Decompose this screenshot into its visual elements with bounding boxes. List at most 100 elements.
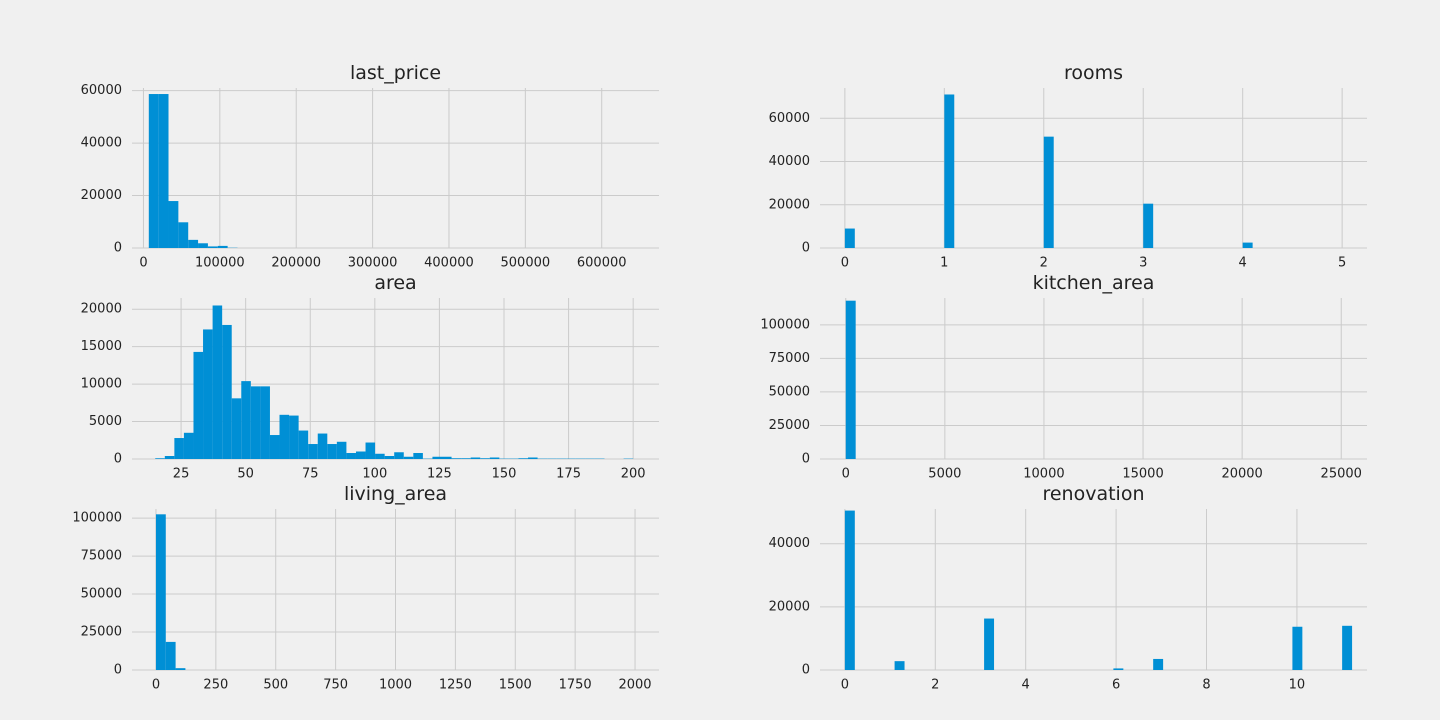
- histogram-bar: [403, 456, 414, 459]
- y-tick-label: 40000: [769, 536, 810, 551]
- histogram-bar: [489, 457, 500, 459]
- histogram-bar: [327, 444, 337, 459]
- y-tick-label: 20000: [769, 599, 810, 614]
- y-tick-label: 50000: [769, 384, 810, 399]
- y-tick-label: 0: [802, 663, 810, 678]
- y-tick-label: 20000: [769, 197, 810, 212]
- y-tick-label: 5000: [89, 414, 122, 429]
- y-tick-label: 75000: [769, 351, 810, 366]
- x-tick-label: 0: [841, 256, 849, 271]
- histogram-bar: [168, 201, 179, 248]
- x-tick-label: 8: [1202, 678, 1210, 693]
- histogram-bar: [480, 458, 490, 459]
- y-tick-label: 0: [114, 241, 122, 256]
- x-tick-label: 3: [1139, 256, 1147, 271]
- x-tick-label: 750: [323, 678, 348, 693]
- histogram-bar: [158, 94, 169, 249]
- histogram-bar: [844, 228, 855, 248]
- histogram-bar: [894, 661, 905, 670]
- x-tick-label: 25000: [1321, 467, 1362, 482]
- histogram-bar: [148, 94, 159, 249]
- y-tick-label: 50000: [81, 587, 122, 602]
- x-tick-label: 75: [302, 467, 319, 482]
- chart-title: kitchen_area: [1033, 272, 1155, 294]
- y-tick-label: 0: [802, 241, 810, 256]
- histogram-bar: [844, 510, 855, 670]
- histogram-bar: [461, 458, 471, 459]
- histogram-bar: [944, 94, 955, 249]
- x-tick-label: 125: [427, 467, 452, 482]
- x-tick-label: 100000: [195, 256, 245, 271]
- x-tick-label: 10: [1289, 678, 1306, 693]
- histogram-bar: [1143, 203, 1154, 248]
- y-tick-label: 25000: [81, 625, 122, 640]
- x-tick-label: 0: [152, 678, 160, 693]
- x-tick-label: 150: [492, 467, 517, 482]
- histogram-bar: [317, 433, 328, 459]
- x-tick-label: 50: [237, 467, 254, 482]
- histogram-bar: [217, 245, 228, 248]
- histogram-bar: [178, 222, 189, 248]
- x-tick-label: 4: [1239, 256, 1247, 271]
- histogram-bar: [394, 452, 404, 459]
- histogram-bar: [188, 239, 199, 248]
- x-tick-label: 250: [203, 678, 228, 693]
- chart-panel-kitchen_area: 0 5000 10000 15000 20000 25000 0 25000 50000 7500…: [760, 272, 1367, 482]
- histogram-bar: [279, 414, 290, 459]
- x-tick-label: 300000: [348, 256, 398, 271]
- histogram-bar: [193, 351, 204, 459]
- x-tick-label: 200000: [271, 256, 321, 271]
- y-tick-label: 60000: [81, 83, 122, 98]
- chart-title: rooms: [1064, 62, 1123, 84]
- histogram-bar: [231, 398, 242, 459]
- x-tick-label: 2: [931, 678, 939, 693]
- x-tick-label: 200: [621, 467, 646, 482]
- y-tick-label: 100000: [760, 317, 810, 332]
- x-tick-label: 0: [841, 678, 849, 693]
- x-tick-label: 25: [173, 467, 190, 482]
- x-tick-label: 1: [940, 256, 948, 271]
- x-tick-label: 1750: [559, 678, 592, 693]
- histogram-bar: [413, 453, 423, 459]
- x-tick-label: 5: [1338, 256, 1346, 271]
- x-tick-label: 1250: [439, 678, 472, 693]
- histogram-bar: [336, 441, 347, 459]
- histogram-bar: [432, 456, 442, 459]
- histogram-bar: [165, 641, 176, 670]
- histogram-bar: [207, 246, 218, 248]
- x-tick-label: 10000: [1023, 467, 1064, 482]
- chart-title: area: [374, 272, 416, 294]
- x-tick-label: 4: [1022, 678, 1030, 693]
- x-tick-label: 175: [556, 467, 581, 482]
- histogram-bar: [1043, 136, 1054, 248]
- x-tick-label: 500: [263, 678, 288, 693]
- histogram-bar: [155, 458, 165, 459]
- y-tick-label: 100000: [72, 511, 122, 526]
- chart-title: last_price: [350, 62, 441, 84]
- chart-panel-renovation: 0 2 4 6 8 10 0 20000 40000 renovation: [769, 483, 1367, 693]
- histogram-bar: [175, 668, 186, 670]
- histogram-bar: [375, 453, 385, 459]
- histogram-bar: [1342, 625, 1353, 670]
- x-tick-label: 100: [362, 467, 387, 482]
- x-tick-label: 6: [1112, 678, 1120, 693]
- histogram-bar: [212, 305, 223, 459]
- histogram-bar: [269, 435, 280, 459]
- x-tick-label: 0: [139, 256, 147, 271]
- x-tick-label: 0: [842, 467, 850, 482]
- histogram-bar: [845, 300, 856, 459]
- x-tick-label: 1500: [499, 678, 532, 693]
- x-tick-label: 15000: [1122, 467, 1163, 482]
- y-tick-label: 20000: [81, 188, 122, 203]
- y-tick-label: 40000: [769, 154, 810, 169]
- x-tick-label: 20000: [1221, 467, 1262, 482]
- y-tick-label: 20000: [81, 302, 122, 317]
- y-tick-label: 75000: [81, 549, 122, 564]
- y-tick-label: 10000: [81, 377, 122, 392]
- histogram-bar: [203, 329, 213, 459]
- histogram-bar: [1292, 626, 1303, 670]
- y-tick-label: 15000: [81, 339, 122, 354]
- x-tick-label: 600000: [577, 256, 627, 271]
- chart-title: renovation: [1042, 483, 1144, 505]
